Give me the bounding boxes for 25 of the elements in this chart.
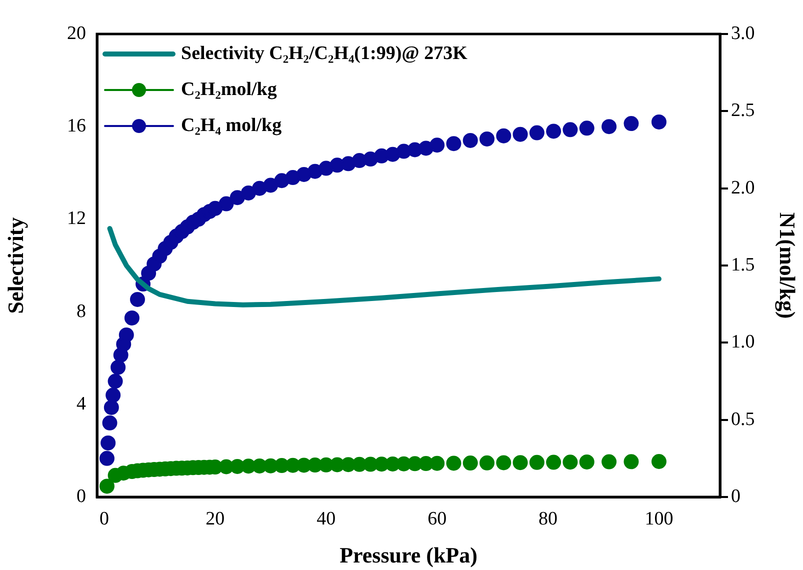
y-tick-label: 8: [76, 300, 86, 322]
y2-tick-label: 3.0: [731, 22, 755, 44]
x-tick-label: 100: [644, 508, 674, 530]
y2-tick-label: 1.0: [731, 332, 755, 353]
x-tick-label: 40: [316, 508, 336, 530]
y-axis-title: Selectivity: [2, 217, 28, 314]
x-tick-label: 60: [428, 508, 447, 530]
y2-tick-label: 2.5: [731, 100, 755, 122]
y2-tick-label: 0: [731, 486, 740, 507]
y-tick-label: 0: [76, 486, 86, 507]
x-axis-title: Pressure (kPa): [340, 542, 478, 568]
y-tick-label: 16: [67, 116, 86, 137]
y2-axis-title: N1(mol/kg): [775, 212, 800, 319]
y2-tick-label: 0.5: [731, 408, 755, 430]
legend-label: Selectivity C₂H₂/C₂H₄(1:99)@ 273K: [181, 42, 468, 64]
x-tick-label: 20: [206, 508, 225, 530]
x-tick-label: 0: [99, 508, 109, 530]
y2-tick-label: 1.5: [731, 254, 755, 276]
legend-label: C₂H₄ mol/kg: [181, 114, 282, 136]
legend-label: C₂H₂mol/kg: [181, 78, 278, 100]
y-tick-label: 12: [67, 208, 86, 230]
y-tick-label: 20: [67, 22, 86, 44]
y-tick-label: 4: [76, 393, 86, 414]
y2-tick-label: 2.0: [731, 177, 755, 198]
x-tick-label: 80: [538, 508, 558, 530]
